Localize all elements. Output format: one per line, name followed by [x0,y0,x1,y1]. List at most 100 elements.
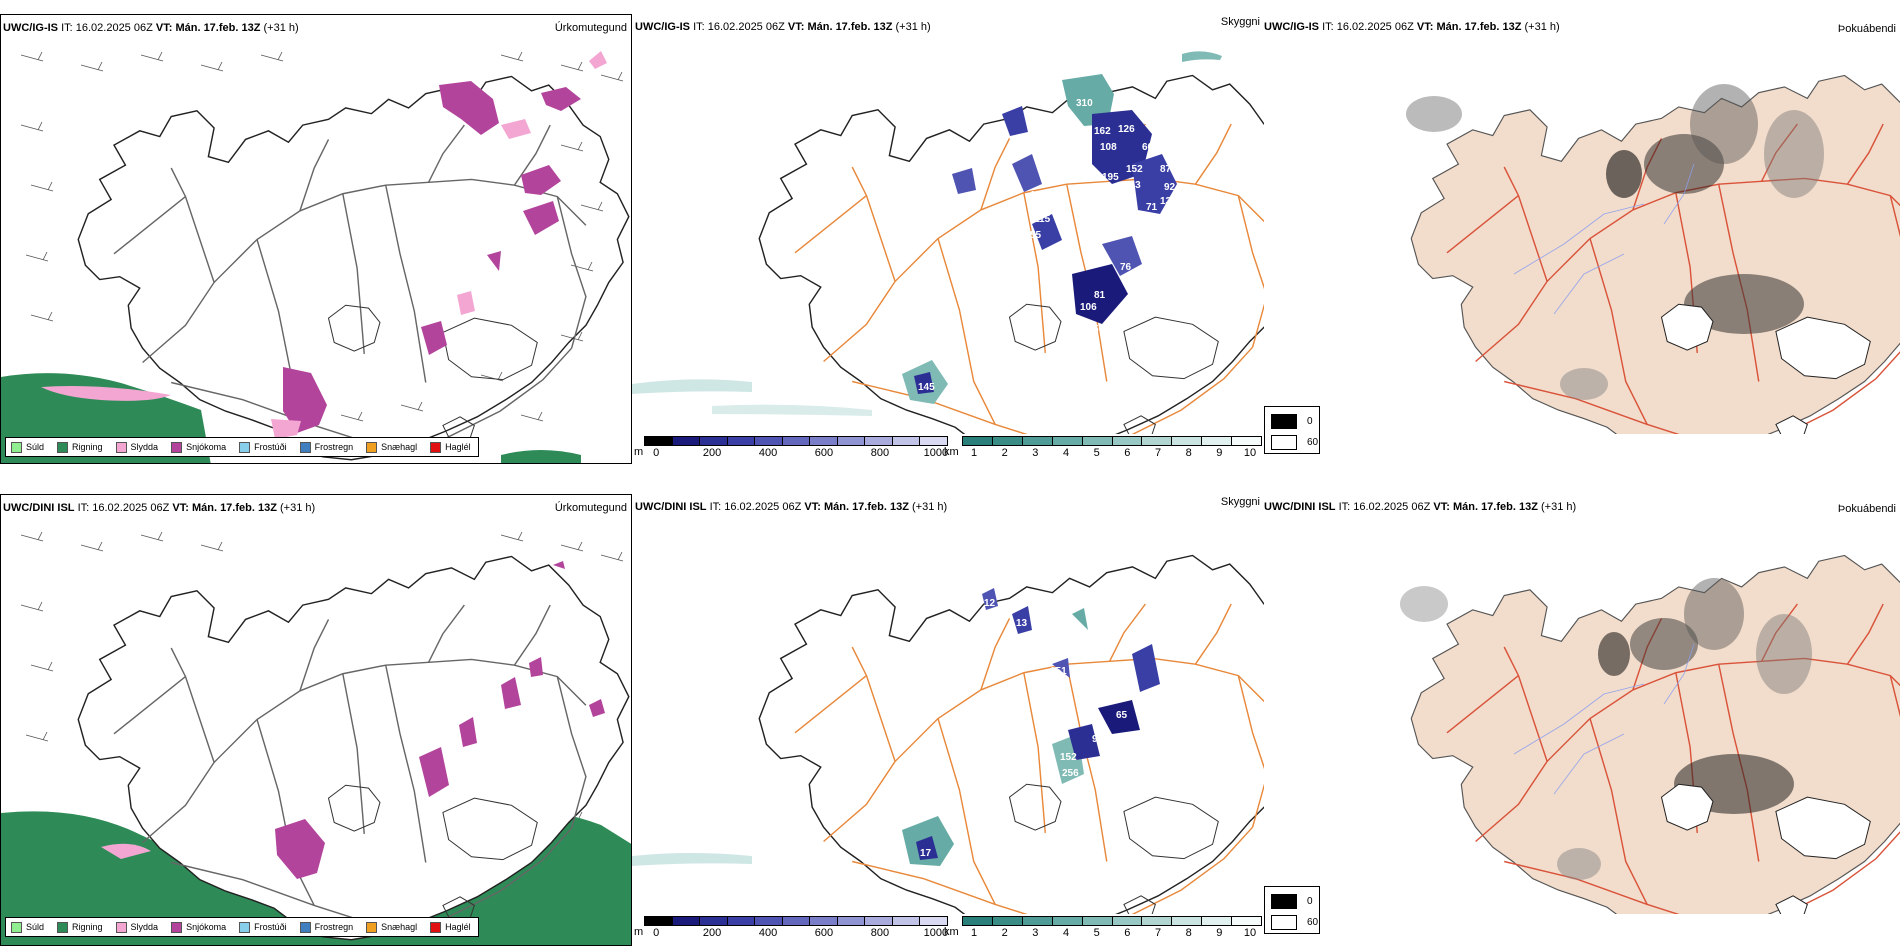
legend-swatch [239,441,251,453]
visibility-value: 65 [1116,710,1128,721]
panel-title: Skyggni [1220,16,1260,28]
fog-key-swatch [1271,414,1297,429]
visibility-low-areas [902,588,1160,866]
run-time: 16.02.2025 06Z [1336,21,1414,33]
run-label: IT: [693,21,705,33]
precip-type-map [1,495,631,945]
visibility-value: 108 [1100,142,1117,153]
colorbar-ticks: 1 2 3 4 5 6 7 8 9 10 [962,926,1262,940]
colorbar-segment [992,917,1023,925]
valid-label: VT: [787,21,805,33]
valid-time: Mán. 17.feb. 13Z [175,22,261,34]
colorbar-tick-label: 400 [758,927,778,939]
colorbar-tick-label: 200 [702,927,722,939]
legend-swatch [299,921,311,933]
colorbar-tick-label: 600 [814,447,834,459]
precip-type-map [1,15,631,463]
legend-item: Rigning [57,921,103,933]
wind-barbs [20,51,624,422]
visibility-value: 152 [1126,164,1143,175]
visibility-value: 12 [1004,178,1016,189]
legend-swatch [115,921,127,933]
visibility-value: 13 [1016,618,1028,629]
colorbar-segment [837,437,866,445]
visibility-value: 87 [1160,164,1172,175]
legend-item: Haglél [430,441,471,453]
valid-label: VT: [804,501,821,513]
valid-label: VT: [155,22,173,34]
colorbar-segment [992,437,1023,445]
valid-label: VT: [172,502,189,514]
visibility-value: 60 [1070,626,1082,637]
model-name: UWC/DINI ISL [635,501,707,513]
run-time: 16.02.2025 06Z [724,501,802,513]
colorbar-segment [672,917,701,925]
fog-key-row: 0 [1271,894,1313,909]
colorbar-segment [755,917,783,925]
colorbar-segment [1052,437,1083,445]
run-header: UWC/DINI ISL IT: 16.02.2025 06Z VT: Mán.… [3,502,315,514]
colorbar-tick-label: 7 [1154,927,1162,939]
visibility-value: 153 [1124,180,1141,191]
colorbar-segment [810,917,838,925]
colorbar-segment [700,917,728,925]
legend-swatch [171,921,183,933]
model-name: UWC/IG-IS [635,21,690,33]
panel-title: Þokuábendi [1837,503,1896,515]
colorbar-segment [1082,917,1113,925]
fog-key: 0 60 [1264,886,1320,934]
model-name: UWC/IG-IS [3,22,58,34]
colorbar-segment [892,437,921,445]
colorbar-segment [645,917,673,925]
colorbar-segment [645,437,673,445]
colorbar-segment [1232,917,1262,925]
colorbar-tick-label: 400 [758,447,778,459]
legend-item: Snjókoma [171,441,226,453]
visibility-value: 55 [1030,230,1042,241]
visibility-m-colorbar: 0 200 400 600 800 1000 [644,436,948,460]
colorbar-strip [644,436,948,446]
colorbar-tick-label: 6 [1124,447,1131,459]
lead-time: (+31 h) [1524,21,1560,33]
colorbar-segment [1112,437,1143,445]
colorbar-segment [1172,437,1203,445]
colorbar-tick-label: 800 [870,927,890,939]
visibility-value: 99 [1092,734,1104,745]
legend-item: Frostregn [299,921,353,933]
run-header: UWC/DINI ISL IT: 16.02.2025 06Z VT: Mán.… [1264,501,1576,513]
lead-time: (+31 h) [912,501,948,513]
colorbar-tick-label: 4 [1062,927,1070,939]
precip-type-panel-bottom: UWC/DINI ISL IT: 16.02.2025 06Z VT: Mán.… [0,494,632,946]
colorbar-tick-label: 10 [1243,447,1257,459]
legend-item: Frostúði [239,441,287,453]
legend-swatch [11,921,22,933]
valid-label: VT: [1416,21,1434,33]
fog-key: 0 60 [1264,406,1320,454]
visibility-value: 12 [984,598,996,609]
visibility-value: 17 [920,848,932,859]
visibility-value-labels: 12 13 60 151 12 65 99 152 256 17 [920,598,1128,859]
visibility-value: 12 [1040,690,1052,701]
panel-title: Úrkomutegund [554,22,627,34]
colorbar-segment [727,437,756,445]
valid-time: Mán. 17.feb. 13Z [1436,21,1522,33]
legend-swatch [239,921,251,933]
panel-title: Þokuábendi [1837,23,1896,35]
colorbar-segment [727,917,756,925]
precip-type-panel-top: UWC/IG-IS IT: 16.02.2025 06Z VT: Mán. 17… [0,14,632,464]
visibility-value: 195 [1102,172,1119,183]
precip-legend: Súld Rigning Slydda Snjókoma Frostúði Fr… [5,437,479,457]
visibility-value: 13 [1030,190,1042,201]
lead-time: (+31 h) [895,21,931,33]
fog-key-swatch [1271,435,1297,450]
legend-swatch [57,441,69,453]
colorbar-segment [837,917,866,925]
visibility-panel-bottom: 12 13 60 151 12 65 99 152 256 17 Skyggni UWC/D… [632,494,1264,946]
visibility-km-colorbar: 1 2 3 4 5 6 7 8 9 10 [962,436,1262,460]
colorbar-segment [865,917,893,925]
m-unit-label: m [634,926,644,938]
colorbar-strip [962,436,1262,446]
visibility-low-areas [902,51,1222,404]
colorbar-segment [782,917,811,925]
panel-title: Skyggni [1220,496,1260,508]
